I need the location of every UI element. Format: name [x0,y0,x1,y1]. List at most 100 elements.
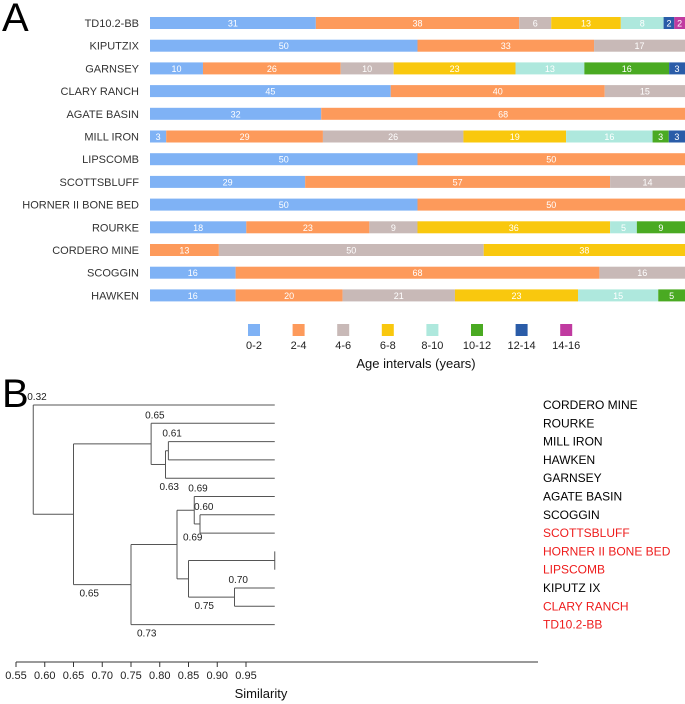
bar-category-label: KIPUTZIX [89,41,139,53]
bar-segment-label: 10 [171,64,181,74]
panel-b-label: B [2,372,29,416]
bar-segment-label: 3 [156,132,161,142]
bar-segment [246,221,370,234]
bar-segment [305,175,611,188]
bar-segment [669,62,685,75]
bar-segment [150,62,203,75]
bar-segment-label: 13 [545,64,555,74]
bar-segment [636,221,685,234]
bar-segment-label: 38 [579,246,589,256]
bar-segment [150,198,418,211]
bar-segment [235,289,343,302]
leaf-label-scottsbluff: SCOTTSBLUFF [543,526,630,540]
bar-category-label: CLARY RANCH [61,86,140,98]
bar-segment [235,266,600,279]
bar-segment [150,175,306,188]
bar-segment-label: 3 [674,132,679,142]
bar-segment-label: 20 [284,291,294,301]
legend-swatch [337,324,350,336]
leaf-label-td10-2-bb: TD10.2-BB [543,618,602,632]
dendrogram-node-value: 0.70 [229,575,249,586]
bar-segment [515,62,585,75]
legend-swatch [426,324,439,336]
legend-label: 10-12 [463,340,491,352]
bar-segment [594,39,685,52]
leaf-label-clary-ranch: CLARY RANCH [543,599,629,613]
bar-segment [321,107,685,120]
bar-segment-label: 26 [267,64,277,74]
bar-segment-label: 50 [279,155,289,165]
bar-segment [150,289,236,302]
bar-legend: 0-2 2-4 4-6 6-8 8-10 10-12 12-14 14-16 [246,324,580,352]
bar-segment-label: 16 [622,64,632,74]
legend-swatch [381,324,394,336]
bar-segment-label: 16 [637,268,647,278]
bar-segment [658,289,685,302]
dendrogram-tick-label: 0.65 [63,670,84,682]
leaf-label-cordero-mine: CORDERO MINE [543,398,638,412]
dendrogram: CORDERO MINE ROURKE MILL IRON HAWKEN GARNSEY… [27,392,670,640]
dendrogram-tick-label: 0.85 [178,670,199,682]
legend-swatch [515,324,528,336]
bar-segment-label: 6 [533,19,538,29]
legend-label: 14-16 [552,340,580,352]
leaf-label-mill-iron: MILL IRON [543,435,603,449]
bar-segment [417,198,685,211]
bar-segment-label: 23 [511,291,521,301]
bar-segment-label: 8 [640,19,645,29]
dendrogram-node-value: 0.32 [27,392,47,403]
bar-segment-label: 23 [303,223,313,233]
bar-category-label: SCOTTSBLUFF [60,177,140,189]
bar-segment [393,62,516,75]
bar-segment-label: 13 [581,19,591,29]
bar-segment [166,130,323,143]
legend-label: 8-10 [421,340,443,352]
bar-segment-label: 36 [509,223,519,233]
legend-swatch [248,324,260,336]
bar-segment [652,130,669,143]
bar-segment [342,289,455,302]
legend-label: 6-8 [380,340,396,352]
bar-segment-label: 16 [188,291,198,301]
bar-axis-title: Age intervals (years) [356,356,475,371]
bar-segment [150,17,316,29]
bar-segment-label: 3 [675,64,680,74]
bar-segment [519,17,552,29]
bar-segment-label: 16 [188,268,198,278]
leaf-label-garnsey: GARNSEY [543,471,602,485]
bar-segment [315,17,520,29]
bar-segment [483,244,685,256]
bar-segment-label: 3 [658,132,663,142]
bar-segment [150,107,322,120]
bar-segment-label: 38 [412,19,422,29]
bar-category-label: GARNSEY [85,63,139,75]
panel-a-label: A [2,0,29,40]
bar-segment-label: 10 [362,64,372,74]
bar-segment-label: 15 [640,87,650,97]
dendrogram-node-value: 0.69 [188,484,208,495]
bar-segment-label: 29 [223,177,233,187]
bar-segment-label: 2 [666,19,671,29]
bar-category-label: ROURKE [92,222,139,234]
bar-segment-label: 13 [179,246,189,256]
legend-swatch [560,324,573,336]
bar-segment-label: 19 [510,132,520,142]
bar-segment-label: 18 [193,223,203,233]
bar-segment [417,221,611,234]
dendrogram-node-value: 0.63 [160,482,180,493]
bar-segment [150,266,236,279]
dendrogram-node-value: 0.65 [145,410,165,421]
bar-segment [610,221,637,234]
bar-segment-label: 50 [546,200,556,210]
bar-segment [150,39,418,52]
bar-category-label: MILL IRON [84,132,139,144]
bar-segment-label: 14 [643,177,653,187]
leaf-label-horner-ii-bone-bed: HORNER II BONE BED [543,544,671,558]
bar-segment-label: 50 [279,41,289,51]
bar-category-label: AGATE BASIN [66,109,139,121]
bar-segment [599,266,685,279]
bar-segment-label: 26 [388,132,398,142]
bar-segment [150,153,418,166]
bar-segment-label: 45 [265,87,275,97]
